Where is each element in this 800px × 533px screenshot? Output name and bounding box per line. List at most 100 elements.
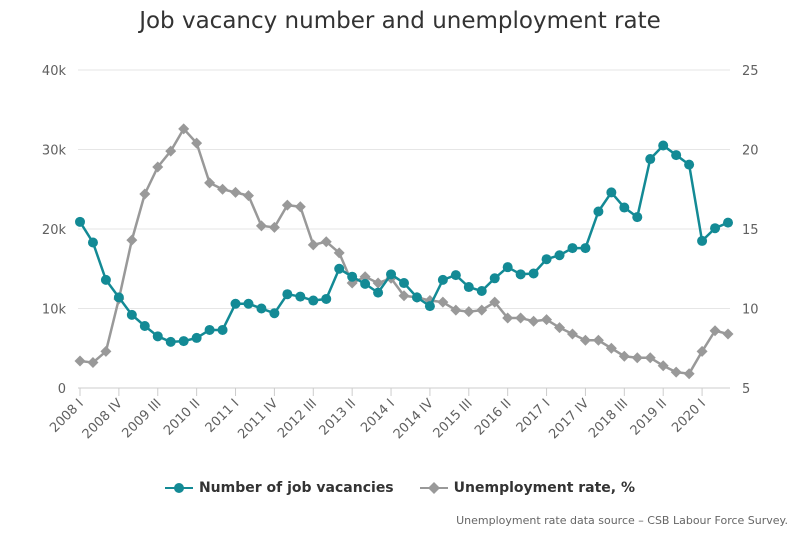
data-point-unemployment[interactable] [307,239,319,251]
data-point-unemployment[interactable] [74,355,86,367]
data-point-vacancies[interactable] [113,292,124,303]
data-point-unemployment[interactable] [204,177,216,189]
data-point-unemployment[interactable] [359,271,371,283]
data-point-vacancies[interactable] [411,292,422,303]
data-point-vacancies[interactable] [671,150,682,161]
data-point-vacancies[interactable] [269,308,280,319]
data-point-unemployment[interactable] [644,352,656,364]
data-point-unemployment[interactable] [320,236,332,248]
data-point-vacancies[interactable] [723,217,733,228]
data-point-unemployment[interactable] [683,368,695,380]
data-point-unemployment[interactable] [476,304,488,316]
data-point-vacancies[interactable] [126,309,137,320]
data-point-unemployment[interactable] [230,186,242,198]
data-point-vacancies[interactable] [87,237,98,248]
data-point-unemployment[interactable] [294,201,306,213]
data-point-vacancies[interactable] [399,278,409,289]
data-point-unemployment[interactable] [87,357,99,369]
data-point-vacancies[interactable] [528,268,539,279]
data-point-vacancies[interactable] [100,274,111,285]
data-point-unemployment[interactable] [566,328,578,340]
data-point-vacancies[interactable] [450,270,461,281]
data-point-vacancies[interactable] [502,262,513,273]
data-point-vacancies[interactable] [554,250,565,261]
data-point-vacancies[interactable] [567,243,578,254]
data-point-vacancies[interactable] [476,286,487,297]
data-point-vacancies[interactable] [632,212,643,223]
data-point-vacancies[interactable] [463,282,474,293]
data-point-vacancies[interactable] [593,206,604,217]
legend-item-vacancies[interactable]: Number of job vacancies [164,480,394,496]
data-point-unemployment[interactable] [631,352,643,364]
data-point-vacancies[interactable] [308,295,319,306]
data-point-vacancies[interactable] [489,273,500,284]
data-point-unemployment[interactable] [605,342,617,354]
data-point-vacancies[interactable] [204,324,215,335]
data-point-unemployment[interactable] [139,188,151,200]
data-point-vacancies[interactable] [282,289,293,300]
data-point-unemployment[interactable] [100,345,112,357]
data-point-unemployment[interactable] [333,247,345,259]
data-point-vacancies[interactable] [386,269,397,280]
data-point-unemployment[interactable] [489,296,501,308]
data-point-unemployment[interactable] [696,345,708,357]
data-point-vacancies[interactable] [697,235,708,246]
data-point-vacancies[interactable] [347,271,358,282]
data-point-vacancies[interactable] [321,293,332,304]
data-point-vacancies[interactable] [580,243,591,254]
data-point-unemployment[interactable] [372,277,384,289]
data-point-unemployment[interactable] [152,161,164,173]
data-point-unemployment[interactable] [126,234,138,246]
data-point-unemployment[interactable] [515,312,527,324]
data-point-vacancies[interactable] [152,331,163,342]
data-point-vacancies[interactable] [658,140,669,151]
data-point-unemployment[interactable] [618,350,630,362]
data-point-unemployment[interactable] [463,306,475,318]
data-point-unemployment[interactable] [217,183,229,195]
data-point-unemployment[interactable] [398,290,410,302]
data-point-vacancies[interactable] [373,287,384,298]
data-point-unemployment[interactable] [191,137,203,149]
data-point-vacancies[interactable] [619,202,630,213]
data-point-unemployment[interactable] [502,312,514,324]
data-point-vacancies[interactable] [710,223,721,234]
data-point-vacancies[interactable] [424,301,435,312]
data-point-unemployment[interactable] [709,325,721,337]
data-point-vacancies[interactable] [295,291,306,302]
data-point-vacancies[interactable] [75,216,85,227]
data-point-unemployment[interactable] [450,304,462,316]
data-point-vacancies[interactable] [606,187,617,198]
data-point-unemployment[interactable] [554,322,566,334]
data-point-vacancies[interactable] [645,154,656,165]
data-point-vacancies[interactable] [165,336,176,347]
data-point-unemployment[interactable] [281,199,293,211]
data-point-vacancies[interactable] [191,332,202,343]
data-point-vacancies[interactable] [360,278,371,289]
data-point-unemployment[interactable] [242,190,254,202]
data-point-vacancies[interactable] [230,298,241,309]
data-point-vacancies[interactable] [256,303,267,314]
data-point-unemployment[interactable] [268,221,280,233]
data-point-unemployment[interactable] [178,123,190,135]
data-point-unemployment[interactable] [165,145,177,157]
data-point-unemployment[interactable] [528,315,540,327]
data-point-unemployment[interactable] [579,334,591,346]
data-point-unemployment[interactable] [670,366,682,378]
data-point-unemployment[interactable] [437,296,449,308]
data-point-vacancies[interactable] [515,269,526,280]
legend-item-unemployment[interactable]: Unemployment rate, % [419,480,635,496]
data-point-vacancies[interactable] [541,254,552,265]
data-point-vacancies[interactable] [437,274,448,285]
data-point-vacancies[interactable] [217,324,228,335]
data-point-unemployment[interactable] [541,314,553,326]
left-axis-tick-label: 10k [42,303,67,318]
data-point-unemployment[interactable] [722,328,734,340]
data-point-unemployment[interactable] [592,334,604,346]
data-point-unemployment[interactable] [255,220,267,232]
data-point-vacancies[interactable] [139,320,150,331]
data-point-vacancies[interactable] [334,263,345,274]
data-point-vacancies[interactable] [684,159,695,170]
data-point-unemployment[interactable] [657,360,669,372]
data-point-vacancies[interactable] [178,336,189,347]
data-point-vacancies[interactable] [243,298,254,309]
